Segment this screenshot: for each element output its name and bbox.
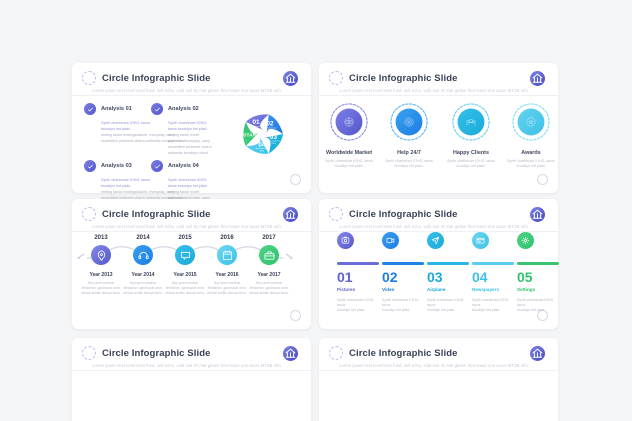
svg-text:IGHG: IGHG (254, 128, 259, 130)
svg-text:03: 03 (270, 134, 278, 141)
svg-text:01: 01 (252, 119, 260, 126)
svg-text:IGHG: IGHG (260, 150, 265, 152)
svg-text:02: 02 (266, 120, 274, 127)
svg-text:START: START (243, 132, 259, 138)
svg-text:IGHG: IGHG (271, 143, 276, 145)
svg-text:04: 04 (258, 141, 266, 148)
svg-text:IGHG: IGHG (268, 130, 273, 132)
